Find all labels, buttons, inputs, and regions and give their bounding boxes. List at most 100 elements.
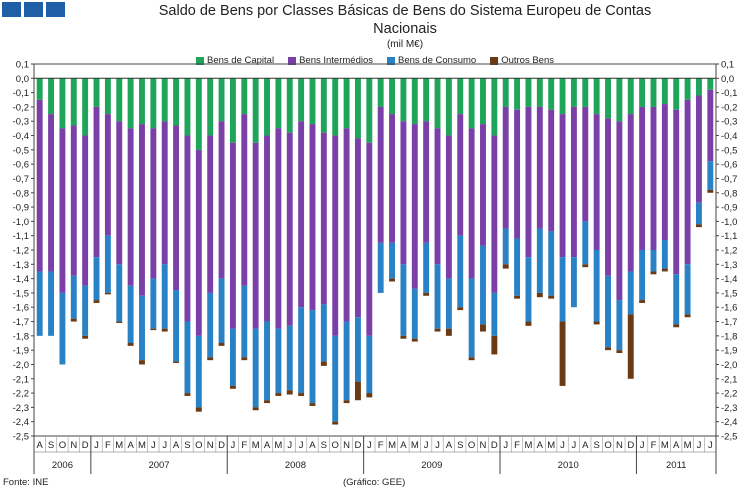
bar-segment [354, 78, 361, 139]
chart-title-line-2: Nacionais [373, 21, 437, 37]
bar-segment [525, 257, 532, 322]
bar-segment [195, 78, 202, 150]
x-month-label: J [435, 440, 440, 451]
bar-segment [173, 361, 180, 364]
x-year-label: 2008 [285, 460, 306, 471]
bar-segment [93, 300, 100, 303]
x-month-label: J [287, 440, 292, 451]
y-tick-label-left: -1,4 [13, 274, 29, 285]
bar-segment [218, 78, 225, 122]
bar-segment [502, 228, 509, 265]
y-tick-label-left: -1,7 [13, 317, 29, 328]
bar-segment [332, 421, 339, 425]
y-tick-label-right: -0,9 [721, 203, 737, 214]
x-month-label: A [173, 440, 180, 451]
x-month-label: F [514, 440, 520, 451]
bar-segment [559, 257, 566, 322]
bar-segment [570, 78, 577, 107]
bar-segment [627, 114, 634, 272]
bar-segment [150, 78, 157, 129]
bar-segment [195, 407, 202, 412]
bar-segment [639, 300, 646, 303]
bar-segment [309, 310, 316, 404]
x-month-label: S [321, 440, 327, 451]
gee-logo [2, 2, 65, 17]
bar-segment [298, 393, 305, 396]
bar-segment [184, 393, 191, 396]
x-year-label: 2010 [558, 460, 579, 471]
x-month-label: J [503, 440, 508, 451]
bar-segment [491, 135, 498, 293]
bar-segment [627, 78, 634, 115]
bar-segment [150, 328, 157, 331]
bar-segment [468, 278, 475, 358]
x-month-label: N [207, 440, 214, 451]
bar-segment [423, 121, 430, 243]
x-month-label: N [480, 440, 487, 451]
bar-segment [548, 78, 555, 110]
x-month-label: M [115, 440, 123, 451]
bar-segment [389, 114, 395, 243]
bar-segment [502, 106, 509, 229]
bar-segment [139, 78, 145, 125]
y-tick-label-left: -1,3 [13, 260, 29, 271]
bar-segment [684, 314, 691, 318]
x-month-label: O [604, 440, 611, 451]
bar-segment [695, 95, 702, 203]
y-tick-label-right: -2,1 [721, 374, 737, 385]
bar-segment [59, 78, 66, 129]
y-tick-label-left: 0,0 [16, 74, 29, 85]
bar-segment [661, 268, 668, 272]
y-tick-label-right: -2,0 [721, 360, 737, 371]
bar-segment [229, 385, 236, 389]
bar-segment [161, 264, 168, 329]
bar-segment [605, 78, 611, 119]
bar-segment [354, 138, 361, 318]
bar-segment [559, 321, 566, 386]
bar-segment [354, 317, 361, 382]
legend-swatch [288, 56, 297, 65]
bar-segment [684, 78, 691, 100]
y-tick-label-left: -2,0 [13, 360, 29, 371]
x-month-label: M [274, 440, 282, 451]
x-month-label: F [241, 440, 247, 451]
bar-segment [707, 78, 714, 90]
bar-segment [605, 118, 611, 276]
bar-segment [252, 142, 259, 329]
bar-segment [707, 161, 714, 190]
bar-segment [104, 78, 111, 115]
y-tick-label-right: -0,4 [721, 131, 737, 142]
bar-segment [673, 78, 680, 110]
bar-segment [127, 343, 134, 346]
bar-segment [343, 78, 350, 129]
y-tick-label-left: -0,3 [13, 117, 29, 128]
bar-segment [82, 335, 89, 339]
x-month-label: O [59, 440, 66, 451]
bar-segment [650, 106, 657, 250]
x-month-label: F [651, 440, 657, 451]
x-month-label: J [94, 440, 99, 451]
x-month-label: J [560, 440, 565, 451]
bar-segment [218, 121, 225, 279]
bar-segment [434, 328, 441, 332]
y-tick-label-left: -2,2 [13, 389, 29, 400]
logo-square [2, 2, 21, 17]
bar-segment [423, 78, 430, 122]
bar-segment [480, 245, 486, 325]
bar-segment [605, 275, 611, 348]
bar-segment [525, 106, 532, 258]
bar-segment [627, 271, 634, 315]
bar-segment [366, 78, 373, 143]
bar-segment [411, 288, 418, 339]
bar-segment [82, 78, 89, 136]
bar-segment [139, 295, 145, 361]
x-month-label: N [616, 440, 623, 451]
bar-segment [548, 295, 555, 299]
bar-segment [309, 403, 316, 406]
bar-segment [104, 114, 111, 236]
x-month-label: A [537, 440, 544, 451]
x-year-label: 2009 [421, 460, 442, 471]
bar-segment [173, 78, 180, 126]
bar-segment [286, 390, 293, 395]
bar-segment [36, 78, 43, 100]
